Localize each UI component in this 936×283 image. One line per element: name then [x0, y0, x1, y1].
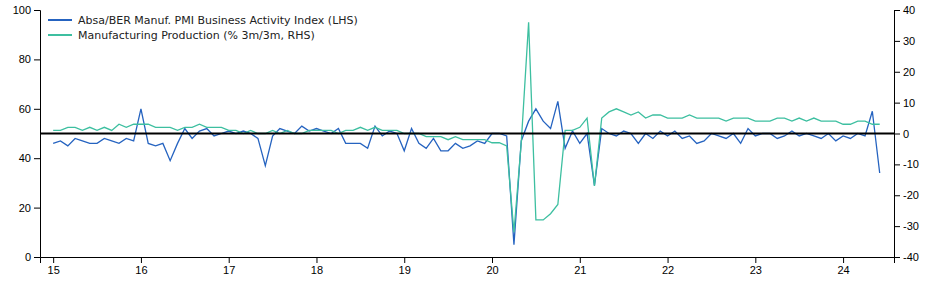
tick: 60 — [19, 103, 40, 115]
legend-label: Absa/BER Manuf. PMI Business Activity In… — [78, 14, 358, 27]
tick-mark — [34, 10, 40, 11]
y-axis: 0 20 40 60 80 100 — [13, 4, 41, 263]
tick: 80 — [19, 53, 40, 65]
tick-label: 17 — [223, 264, 235, 276]
plot: 15161718192021222324020406080100-40-30-2… — [13, 4, 919, 276]
tick-label: 60 — [19, 103, 31, 115]
tick: 20 — [19, 202, 40, 214]
tick-label: 40 — [903, 4, 915, 16]
tick-label: -40 — [903, 251, 919, 263]
tick-label: -20 — [903, 189, 919, 201]
tick-mark — [229, 257, 230, 263]
tick-mark — [34, 208, 40, 209]
tick: 16 — [135, 257, 147, 276]
tick-mark — [894, 134, 900, 135]
tick: 0 — [25, 251, 40, 263]
tick: 20 — [894, 66, 915, 78]
tick: 15 — [48, 257, 60, 276]
tick-mark — [894, 257, 900, 258]
tick: 30 — [894, 35, 915, 47]
chart: 15161718192021222324020406080100-40-30-2… — [0, 0, 936, 283]
tick: 22 — [662, 257, 674, 276]
tick-label: 20 — [19, 202, 31, 214]
tick-mark — [141, 257, 142, 263]
tick-mark — [894, 10, 900, 11]
legend-item: Absa/BER Manuf. PMI Business Activity In… — [48, 14, 358, 27]
tick: 17 — [223, 257, 235, 276]
axis-line — [34, 11, 41, 258]
tick: 21 — [574, 257, 586, 276]
tick-mark — [34, 59, 40, 60]
tick: -40 — [894, 251, 919, 263]
tick-mark — [34, 109, 40, 110]
tick: -30 — [894, 220, 919, 232]
y2-axis: -40 -30 -20 -10 0 10 20 30 40 — [894, 4, 919, 263]
tick-label: 0 — [903, 128, 909, 140]
tick-label: 40 — [19, 152, 31, 164]
tick-mark — [34, 158, 40, 159]
tick-label: 100 — [13, 4, 31, 16]
tick-mark — [668, 257, 669, 263]
legend-item: Manufacturing Production (% 3m/3m, RHS) — [48, 29, 315, 42]
x-axis: 15 16 17 18 19 20 21 22 23 24 — [41, 257, 895, 276]
tick-label: 18 — [311, 264, 323, 276]
tick-label: 10 — [903, 97, 915, 109]
tick: -10 — [894, 158, 919, 170]
tick: 0 — [894, 128, 909, 140]
tick-label: 21 — [574, 264, 586, 276]
axis-line — [895, 11, 901, 258]
axis-line — [41, 258, 895, 264]
tick: 20 — [486, 257, 498, 276]
tick-label: 20 — [903, 66, 915, 78]
legend-label: Manufacturing Production (% 3m/3m, RHS) — [78, 29, 315, 42]
tick-mark — [404, 257, 405, 263]
tick-mark — [316, 257, 317, 263]
tick-mark — [53, 257, 54, 263]
tick-mark — [894, 72, 900, 73]
tick: 40 — [19, 152, 40, 164]
tick: 100 — [13, 4, 40, 16]
tick-label: 80 — [19, 53, 31, 65]
marks — [40, 22, 894, 244]
tick-mark — [894, 226, 900, 227]
tick-label: -30 — [903, 220, 919, 232]
tick-label: -10 — [903, 158, 919, 170]
tick-label: 16 — [135, 264, 147, 276]
tick-mark — [894, 103, 900, 104]
tick: 23 — [750, 257, 762, 276]
tick-mark — [492, 257, 493, 263]
tick-mark — [34, 257, 40, 258]
legend-swatch — [48, 34, 72, 36]
tick-label: 0 — [25, 251, 31, 263]
tick-mark — [580, 257, 581, 263]
reference-line — [40, 133, 894, 135]
tick-mark — [894, 195, 900, 196]
legend: Absa/BER Manuf. PMI Business Activity In… — [48, 14, 358, 42]
tick: 10 — [894, 97, 915, 109]
series-line — [53, 101, 880, 244]
tick-label: 19 — [399, 264, 411, 276]
tick: 40 — [894, 4, 915, 16]
tick-mark — [894, 41, 900, 42]
tick: -20 — [894, 189, 919, 201]
tick-mark — [843, 257, 844, 263]
tick-label: 23 — [750, 264, 762, 276]
tick: 18 — [311, 257, 323, 276]
tick-label: 22 — [662, 264, 674, 276]
tick-label: 30 — [903, 35, 915, 47]
tick-label: 24 — [837, 264, 849, 276]
tick-label: 20 — [486, 264, 498, 276]
tick: 24 — [837, 257, 849, 276]
series-line — [53, 22, 880, 232]
tick-mark — [755, 257, 756, 263]
tick-label: 15 — [48, 264, 60, 276]
tick-mark — [894, 164, 900, 165]
legend-swatch — [48, 19, 72, 21]
tick: 19 — [399, 257, 411, 276]
